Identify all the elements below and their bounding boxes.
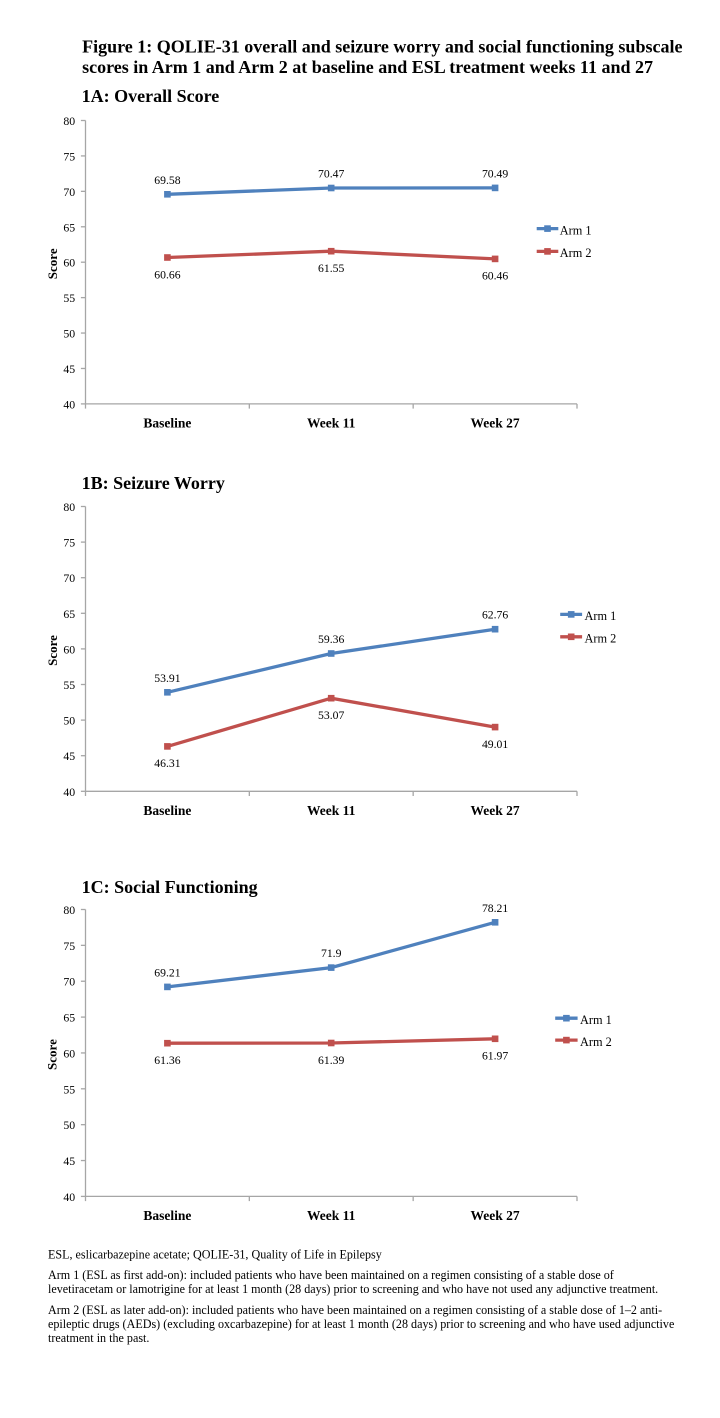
svg-text:65: 65 bbox=[63, 607, 75, 621]
svg-text:Arm 2 (ESL as later add-on): i: Arm 2 (ESL as later add-on): included pa… bbox=[48, 1303, 662, 1317]
svg-text:40: 40 bbox=[63, 397, 75, 411]
svg-text:levetiracetam or lamotrigine f: levetiracetam or lamotrigine for at leas… bbox=[48, 1282, 658, 1296]
svg-text:60.46: 60.46 bbox=[482, 270, 508, 283]
svg-text:Week 27: Week 27 bbox=[471, 416, 520, 431]
svg-text:Arm 2: Arm 2 bbox=[585, 632, 617, 646]
svg-text:1C: Social Functioning: 1C: Social Functioning bbox=[82, 877, 258, 897]
svg-text:50: 50 bbox=[63, 1118, 75, 1132]
svg-text:Arm 1: Arm 1 bbox=[585, 609, 617, 623]
svg-text:60.66: 60.66 bbox=[154, 268, 180, 281]
svg-text:70: 70 bbox=[63, 975, 75, 989]
svg-text:45: 45 bbox=[63, 362, 75, 376]
svg-text:50: 50 bbox=[63, 327, 75, 341]
svg-text:71.9: 71.9 bbox=[321, 947, 342, 960]
svg-text:70.49: 70.49 bbox=[482, 167, 508, 180]
svg-text:80: 80 bbox=[63, 903, 75, 917]
svg-text:Week 27: Week 27 bbox=[471, 1208, 520, 1223]
svg-text:45: 45 bbox=[63, 1154, 75, 1168]
svg-text:65: 65 bbox=[63, 220, 75, 234]
svg-text:49.01: 49.01 bbox=[482, 738, 508, 751]
svg-text:45: 45 bbox=[63, 749, 75, 763]
svg-text:80: 80 bbox=[63, 500, 75, 514]
svg-text:69.58: 69.58 bbox=[154, 174, 180, 187]
svg-text:Arm 2: Arm 2 bbox=[560, 246, 592, 260]
svg-text:1B: Seizure Worry: 1B: Seizure Worry bbox=[82, 473, 225, 493]
svg-text:Baseline: Baseline bbox=[143, 803, 191, 818]
svg-text:78.21: 78.21 bbox=[482, 902, 508, 915]
svg-text:62.76: 62.76 bbox=[482, 609, 508, 622]
svg-text:61.36: 61.36 bbox=[154, 1054, 180, 1067]
svg-text:70: 70 bbox=[63, 185, 75, 199]
svg-text:75: 75 bbox=[63, 149, 75, 163]
svg-text:80: 80 bbox=[63, 114, 75, 128]
svg-text:70.47: 70.47 bbox=[318, 168, 344, 181]
svg-text:59.36: 59.36 bbox=[318, 633, 344, 646]
svg-text:55: 55 bbox=[63, 1082, 75, 1096]
svg-text:53.07: 53.07 bbox=[318, 709, 344, 722]
svg-text:Score: Score bbox=[45, 635, 60, 666]
svg-text:60: 60 bbox=[63, 1047, 75, 1061]
svg-text:Baseline: Baseline bbox=[143, 1208, 191, 1223]
svg-text:Week 27: Week 27 bbox=[471, 803, 520, 818]
svg-text:Figure 1: QOLIE-31 overall and: Figure 1: QOLIE-31 overall and seizure w… bbox=[82, 36, 682, 56]
svg-text:1A: Overall Score: 1A: Overall Score bbox=[82, 86, 220, 106]
svg-text:69.21: 69.21 bbox=[154, 966, 180, 979]
svg-text:Score: Score bbox=[45, 248, 60, 279]
svg-text:60: 60 bbox=[63, 642, 75, 656]
svg-text:epileptic drugs (AEDs) (exclud: epileptic drugs (AEDs) (excluding oxcarb… bbox=[48, 1317, 674, 1331]
svg-text:55: 55 bbox=[63, 291, 75, 305]
svg-text:Arm 1: Arm 1 bbox=[560, 223, 592, 237]
svg-text:scores in Arm 1 and Arm 2 at b: scores in Arm 1 and Arm 2 at baseline an… bbox=[82, 57, 653, 77]
svg-text:40: 40 bbox=[63, 785, 75, 799]
svg-text:53.91: 53.91 bbox=[154, 672, 180, 685]
svg-text:40: 40 bbox=[63, 1190, 75, 1204]
svg-text:61.55: 61.55 bbox=[318, 262, 344, 275]
svg-text:65: 65 bbox=[63, 1011, 75, 1025]
svg-text:Week 11: Week 11 bbox=[307, 1208, 356, 1223]
svg-text:treatment in the past.: treatment in the past. bbox=[48, 1331, 149, 1345]
svg-text:46.31: 46.31 bbox=[154, 757, 180, 770]
svg-text:Week 11: Week 11 bbox=[307, 803, 356, 818]
svg-text:Arm 1 (ESL as first add-on): i: Arm 1 (ESL as first add-on): included pa… bbox=[48, 1268, 615, 1282]
svg-text:ESL, eslicarbazepine acetate;: ESL, eslicarbazepine acetate; QOLIE-31, … bbox=[48, 1248, 382, 1262]
svg-text:60: 60 bbox=[63, 256, 75, 270]
svg-text:75: 75 bbox=[63, 939, 75, 953]
svg-text:55: 55 bbox=[63, 678, 75, 692]
svg-text:Score: Score bbox=[45, 1039, 60, 1070]
svg-text:61.39: 61.39 bbox=[318, 1054, 344, 1067]
svg-text:75: 75 bbox=[63, 536, 75, 550]
svg-text:50: 50 bbox=[63, 714, 75, 728]
svg-text:Baseline: Baseline bbox=[143, 416, 191, 431]
svg-text:70: 70 bbox=[63, 571, 75, 585]
svg-text:Arm 2: Arm 2 bbox=[580, 1035, 612, 1049]
svg-text:61.97: 61.97 bbox=[482, 1050, 508, 1063]
svg-text:Arm 1: Arm 1 bbox=[580, 1013, 612, 1027]
svg-text:Week 11: Week 11 bbox=[307, 416, 356, 431]
